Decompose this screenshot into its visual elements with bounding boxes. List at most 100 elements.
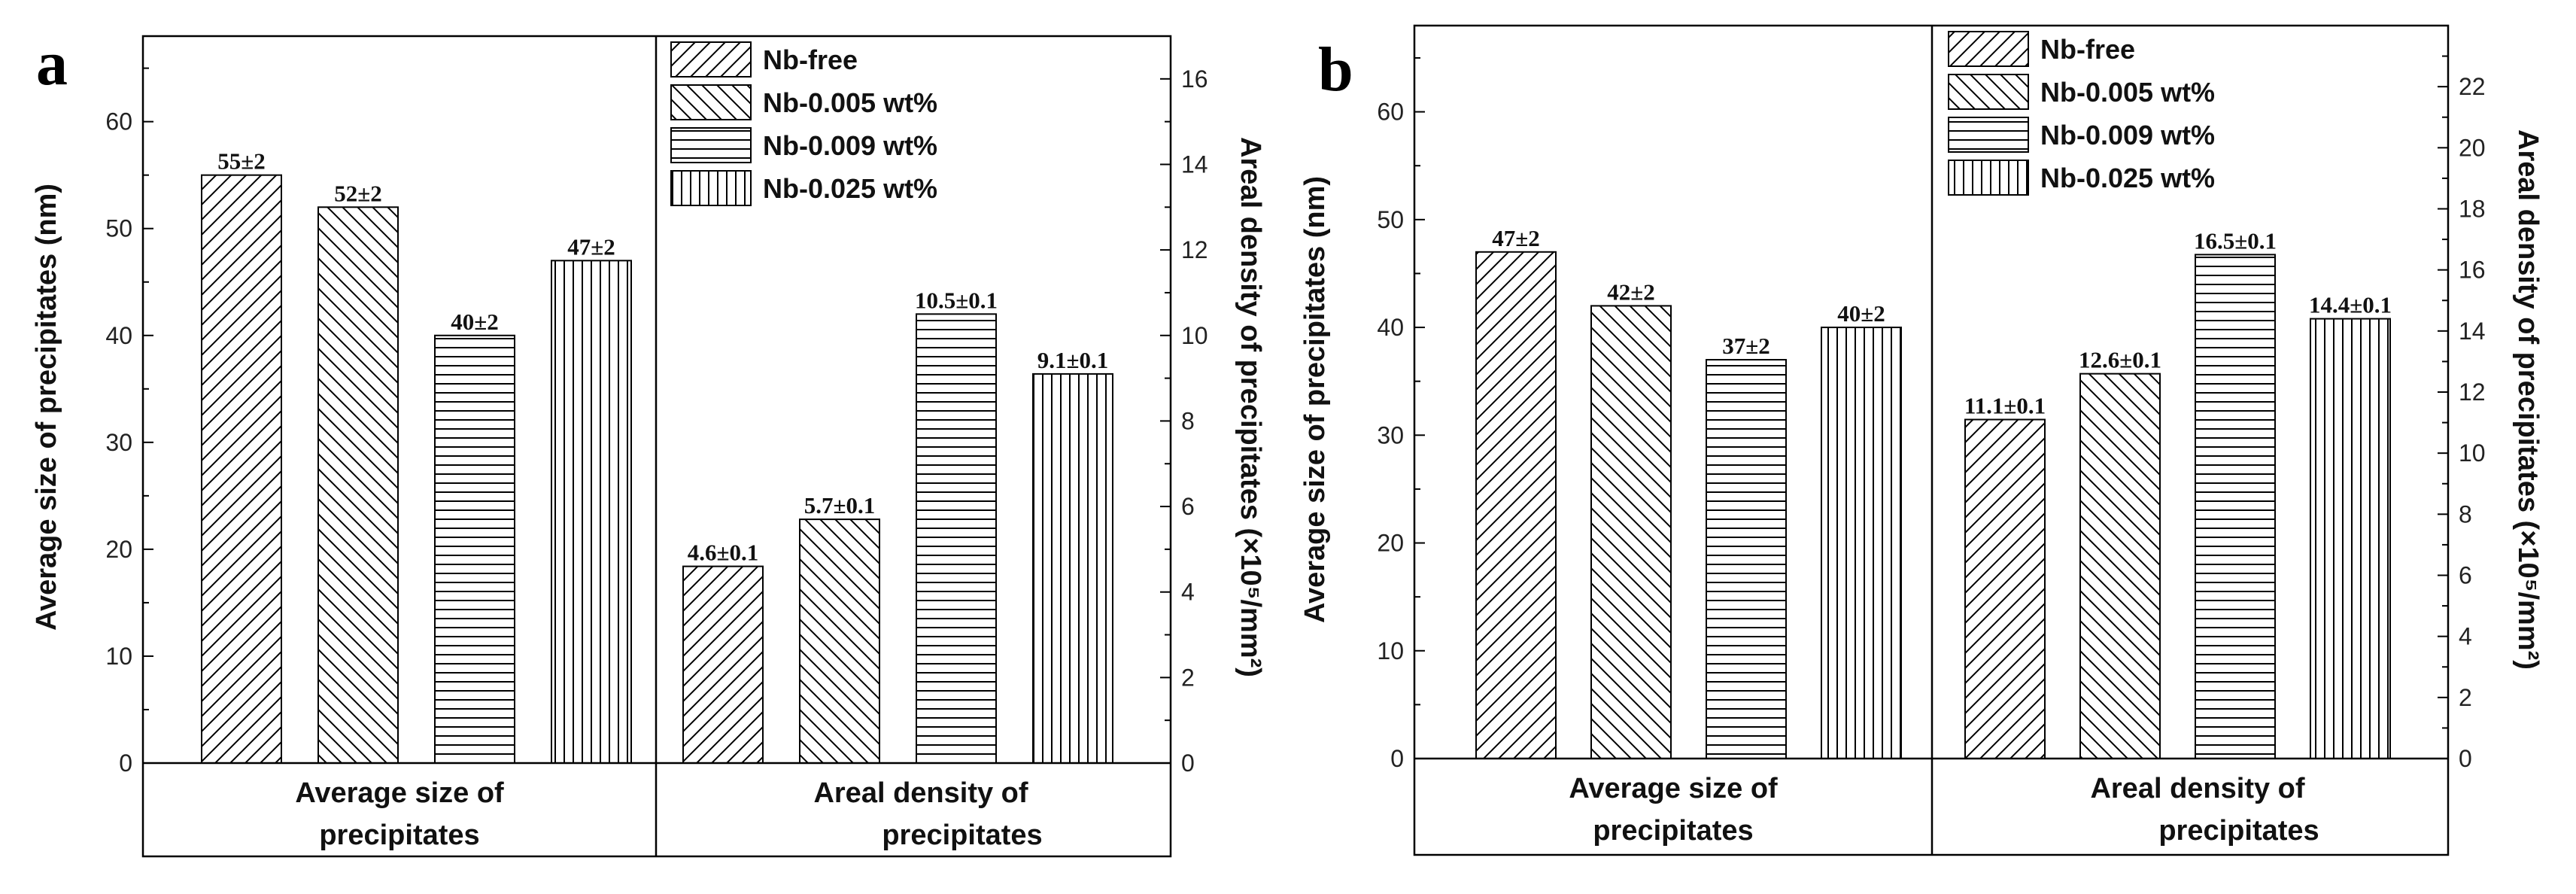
bar-data-label: 11.1±0.1 xyxy=(1964,393,2046,419)
bar-data-label: 4.6±0.1 xyxy=(688,540,759,566)
right-tick-label: 6 xyxy=(1181,493,1195,520)
bar-nb-0-009-wt--1 xyxy=(2195,254,2276,759)
category-label: Average size of xyxy=(1569,773,1778,804)
left-tick-label: 60 xyxy=(1377,99,1404,126)
bar-data-label: 9.1±0.1 xyxy=(1037,347,1109,373)
legend-swatch xyxy=(1948,31,2029,67)
bar-data-label: 55±2 xyxy=(217,148,266,175)
legend-swatch xyxy=(670,127,752,163)
left-tick-label: 30 xyxy=(105,429,132,456)
right-tick-label: 0 xyxy=(1181,750,1195,777)
bar-nb-0-005-wt--0 xyxy=(1590,305,1672,760)
right-tick-label: 6 xyxy=(2459,562,2472,589)
right-tick-label: 12 xyxy=(2459,379,2486,406)
chart-panel-a: a 0 10 20 30 40 50 60 0 2 4 6 8 10 12 14 16 Average size … xyxy=(31,29,1266,858)
left-tick-label: 20 xyxy=(105,536,132,563)
right-tick-label: 8 xyxy=(1181,407,1195,434)
legend-swatch xyxy=(670,170,752,206)
bar-nb-0-025-wt--0 xyxy=(1821,327,1902,759)
category-label: precipitates xyxy=(2158,815,2319,847)
left-tick-label: 60 xyxy=(105,108,132,135)
legend-label: Nb-0.009 wt% xyxy=(2040,120,2215,151)
legend-label: Nb-0.009 wt% xyxy=(763,130,937,161)
bar-data-label: 37±2 xyxy=(1722,333,1770,359)
bar-data-label: 52±2 xyxy=(334,180,382,206)
right-tick-label: 10 xyxy=(1181,322,1208,349)
legend-label: Nb-0.025 wt% xyxy=(2040,163,2215,193)
left-axis-title: Average size of precipitates (nm) xyxy=(31,184,62,631)
right-tick-label: 10 xyxy=(2459,439,2486,467)
bar-nb-0-005-wt--0 xyxy=(317,206,399,764)
right-tick-label: 4 xyxy=(2459,623,2472,650)
bar-nb-0-009-wt--0 xyxy=(1706,359,1787,759)
legend-label: Nb-0.005 wt% xyxy=(2040,77,2215,108)
bar-data-label: 16.5±0.1 xyxy=(2194,227,2277,254)
left-tick-label: 0 xyxy=(1390,745,1404,772)
left-axis-title: Average size of precipitates (nm) xyxy=(1299,176,1331,623)
bar-nb-free-0 xyxy=(1475,251,1557,759)
left-tick-label: 50 xyxy=(105,215,132,242)
right-tick-label: 8 xyxy=(2459,500,2472,528)
legend-label: Nb-free xyxy=(2040,34,2135,65)
bar-nb-0-005-wt--1 xyxy=(2079,372,2161,759)
bar-data-label: 10.5±0.1 xyxy=(915,287,998,313)
legend-label: Nb-free xyxy=(763,44,858,75)
bar-data-label: 14.4±0.1 xyxy=(2309,292,2392,318)
bar-nb-0-009-wt--0 xyxy=(434,334,515,764)
left-tick-label: 40 xyxy=(105,322,132,349)
bar-data-label: 12.6±0.1 xyxy=(2079,347,2161,373)
category-label: Average size of xyxy=(295,777,504,809)
right-tick-label: 16 xyxy=(1181,65,1208,93)
left-tick-label: 10 xyxy=(105,643,132,670)
legend-swatch xyxy=(670,84,752,120)
left-tick-label: 0 xyxy=(119,750,132,777)
bar-nb-free-0 xyxy=(201,174,282,765)
left-tick-label: 50 xyxy=(1377,206,1404,233)
category-label: precipitates xyxy=(319,820,479,851)
right-tick-label: 14 xyxy=(1181,151,1208,178)
right-tick-label: 2 xyxy=(1181,664,1195,691)
right-tick-label: 18 xyxy=(2459,196,2486,223)
chart-panel-b: b 0 10 20 30 40 50 60 0 2 4 6 8 10 12 14 16 18 20 22 Average… xyxy=(1299,24,2544,856)
panel-letter: a xyxy=(36,29,68,99)
panel-letter: b xyxy=(1318,35,1353,105)
legend-label: Nb-0.025 wt% xyxy=(763,173,937,204)
right-tick-label: 2 xyxy=(2459,684,2472,711)
bar-data-label: 40±2 xyxy=(451,309,499,335)
left-tick-label: 40 xyxy=(1377,314,1404,341)
category-label: Areal density of xyxy=(2090,773,2304,804)
bar-nb-0-009-wt--1 xyxy=(916,313,997,764)
left-tick-label: 30 xyxy=(1377,421,1404,449)
legend-swatch xyxy=(1948,160,2029,196)
bar-nb-free-1 xyxy=(682,565,764,764)
bar-data-label: 5.7±0.1 xyxy=(804,492,876,518)
right-axis-title: Areal density of precipitates (×10⁵/mm²) xyxy=(2512,129,2544,670)
left-tick-label: 20 xyxy=(1377,530,1404,557)
bar-data-label: 40±2 xyxy=(1837,300,1885,327)
right-tick-label: 4 xyxy=(1181,579,1195,606)
legend-label: Nb-0.005 wt% xyxy=(763,87,937,118)
bar-data-label: 47±2 xyxy=(1492,225,1540,251)
legend-swatch xyxy=(1948,117,2029,153)
legend-swatch xyxy=(1948,74,2029,110)
bar-data-label: 47±2 xyxy=(567,233,615,260)
bar-nb-free-1 xyxy=(1964,418,2046,760)
legend-swatch xyxy=(670,41,752,78)
bar-data-label: 42±2 xyxy=(1607,278,1655,305)
bar-nb-0-025-wt--1 xyxy=(2310,318,2391,760)
right-tick-label: 12 xyxy=(1181,236,1208,263)
left-tick-label: 10 xyxy=(1377,637,1404,664)
right-tick-label: 0 xyxy=(2459,745,2472,772)
right-tick-label: 20 xyxy=(2459,134,2486,161)
bar-nb-0-025-wt--1 xyxy=(1032,372,1113,764)
bar-nb-0-025-wt--0 xyxy=(551,260,632,764)
right-tick-label: 16 xyxy=(2459,257,2486,284)
right-tick-label: 14 xyxy=(2459,318,2486,345)
category-label: precipitates xyxy=(882,820,1042,851)
right-axis-title: Areal density of precipitates (×10⁵/mm²) xyxy=(1235,137,1266,677)
right-tick-label: 22 xyxy=(2459,73,2486,100)
category-label: Areal density of xyxy=(813,777,1028,809)
bar-nb-0-005-wt--1 xyxy=(799,518,880,764)
category-label: precipitates xyxy=(1593,815,1753,847)
